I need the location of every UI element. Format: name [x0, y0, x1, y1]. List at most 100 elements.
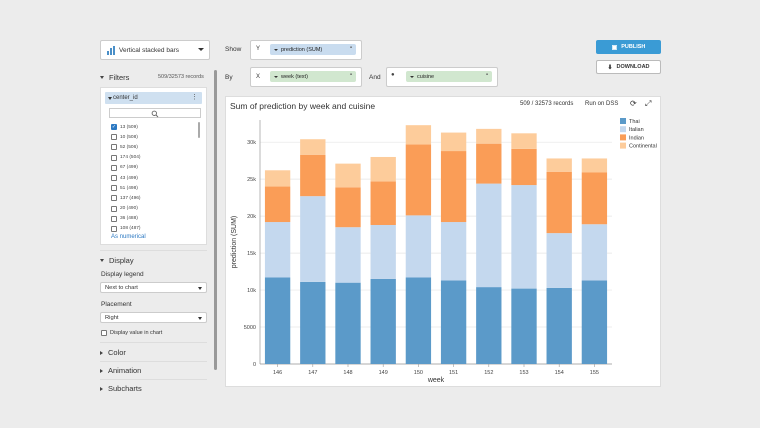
legend-select-value: Next to chart — [105, 284, 138, 291]
filter-header[interactable]: center_id ⋮ — [105, 92, 202, 104]
y-field-pill[interactable]: prediction (SUM) ▪ — [270, 44, 356, 55]
filter-value-item[interactable]: ✓ 13 (509) — [111, 122, 197, 132]
subcharts-section-title: Subcharts — [108, 384, 142, 393]
bar-segment-indian — [370, 181, 396, 225]
value-in-chart-option[interactable]: Display value in chart — [101, 330, 162, 336]
download-button[interactable]: ⬇ DOWNLOAD — [596, 60, 661, 74]
subcharts-section-header[interactable]: Subcharts — [100, 384, 142, 393]
filter-value-item[interactable]: 10 (508) — [111, 132, 197, 142]
x-axis-letter: X — [256, 74, 261, 80]
bar-segment-continental — [546, 158, 572, 172]
filter-value-item[interactable]: 52 (506) — [111, 142, 197, 152]
filter-search-input[interactable] — [109, 108, 201, 118]
filter-list-scrollbar[interactable] — [198, 122, 200, 138]
bar-segment-thai — [335, 282, 361, 364]
x-tick-label: 149 — [379, 370, 388, 376]
refresh-icon[interactable]: ⟳ — [630, 99, 637, 108]
legend-select[interactable]: Next to chart — [100, 282, 207, 293]
filter-value-checkbox[interactable] — [111, 185, 117, 192]
x-axis-title: week — [427, 377, 445, 384]
filter-value-item[interactable]: 20 (490) — [111, 204, 197, 214]
bar-segment-continental — [440, 132, 467, 152]
placement-select[interactable]: Right — [100, 312, 207, 323]
y-tick-label: 10k — [247, 288, 256, 294]
filter-value-item[interactable]: 36 (488) — [111, 214, 197, 224]
trash-icon[interactable]: ▪ — [485, 72, 488, 78]
filter-value-item[interactable]: 108 (487) — [111, 224, 197, 234]
expand-icon[interactable]: ⤢ — [645, 99, 652, 108]
filter-value-checkbox[interactable] — [111, 225, 117, 232]
filter-value-label: 137 (496) — [120, 195, 141, 201]
chart-type-select[interactable]: Vertical stacked bars — [100, 40, 210, 60]
bar-segment-indian — [300, 154, 326, 197]
bar-segment-thai — [300, 281, 326, 364]
as-numerical-link[interactable]: As numerical — [111, 234, 146, 240]
legend-swatch — [620, 118, 626, 124]
x-tick-label: 155 — [590, 370, 599, 376]
placement-label: Placement — [101, 301, 132, 308]
trash-icon[interactable]: ▪ — [349, 45, 352, 51]
filter-value-checkbox[interactable] — [111, 154, 117, 161]
chart-type-label: Vertical stacked bars — [119, 46, 179, 54]
search-icon — [151, 110, 159, 117]
filter-value-label: 43 (499) — [120, 175, 138, 181]
bar-segment-indian — [476, 143, 502, 184]
display-section-header[interactable]: Display — [100, 256, 134, 265]
trash-icon[interactable]: ▪ — [349, 72, 352, 78]
legend-label: Indian — [629, 135, 644, 141]
filter-value-checkbox[interactable] — [111, 195, 117, 202]
value-in-chart-checkbox[interactable] — [101, 330, 107, 336]
filter-value-label: 10 (508) — [120, 134, 138, 140]
filter-value-checkbox[interactable] — [111, 215, 117, 222]
color-section-header[interactable]: Color — [100, 348, 126, 357]
run-on-dss-button[interactable]: Run on DSS — [585, 101, 619, 107]
bar-segment-indian — [405, 144, 432, 216]
animation-section-header[interactable]: Animation — [100, 366, 141, 375]
legend-swatch — [620, 126, 626, 133]
filter-value-item[interactable]: 137 (496) — [111, 193, 197, 203]
legend-label: Continental — [629, 144, 657, 150]
expand-icon — [100, 368, 103, 373]
bar-segment-italian — [546, 233, 572, 288]
bar-segment-thai — [581, 280, 608, 364]
placement-select-value: Right — [105, 314, 119, 321]
bar-segment-indian — [581, 172, 608, 225]
by-label: By — [225, 74, 233, 81]
filter-value-item[interactable]: 43 (499) — [111, 173, 197, 183]
filter-menu-icon[interactable]: ⋮ — [191, 94, 198, 101]
filter-value-item[interactable]: 174 (504) — [111, 153, 197, 163]
color-field-pill[interactable]: cuisine ▪ — [406, 71, 492, 82]
chevron-down-icon — [198, 287, 202, 290]
filter-value-checkbox[interactable] — [111, 205, 117, 212]
x-tick-label: 151 — [449, 370, 458, 376]
filter-value-item[interactable]: 67 (499) — [111, 163, 197, 173]
bar-segment-italian — [264, 222, 291, 278]
left-panel-scrollbar[interactable] — [214, 70, 217, 370]
bar-segment-continental — [511, 133, 537, 149]
filter-value-checkbox[interactable]: ✓ — [111, 123, 117, 131]
publish-button[interactable]: ▣ PUBLISH — [596, 40, 661, 54]
filter-value-checkbox[interactable] — [111, 134, 117, 141]
animation-section-title: Animation — [108, 366, 142, 375]
y-tick-label: 30k — [247, 140, 256, 146]
divider — [100, 342, 207, 343]
x-field-pill[interactable]: week (text) ▪ — [270, 71, 356, 82]
filters-section-header[interactable]: Filters — [100, 73, 129, 82]
filter-value-checkbox[interactable] — [111, 164, 117, 171]
filter-value-checkbox[interactable] — [111, 175, 117, 182]
color-section-title: Color — [108, 348, 126, 357]
bar-segment-indian — [440, 151, 467, 223]
bar-segment-continental — [476, 128, 502, 144]
filter-value-label: 36 (488) — [120, 216, 138, 222]
filter-values-list: ✓ 13 (509) 10 (508) 52 (506) 174 (504) 67 (49… — [111, 122, 197, 234]
x-tick-label: 152 — [484, 370, 493, 376]
x-field-label: week (text) — [281, 73, 308, 80]
filter-value-checkbox[interactable] — [111, 144, 117, 151]
x-tick-label: 147 — [308, 370, 317, 376]
bar-segment-italian — [440, 222, 467, 281]
bar-segment-thai — [546, 287, 572, 364]
display-title: Display — [109, 256, 134, 265]
y-tick-label: 0 — [253, 362, 256, 368]
filter-value-item[interactable]: 51 (498) — [111, 183, 197, 193]
chevron-down-icon — [198, 317, 202, 320]
